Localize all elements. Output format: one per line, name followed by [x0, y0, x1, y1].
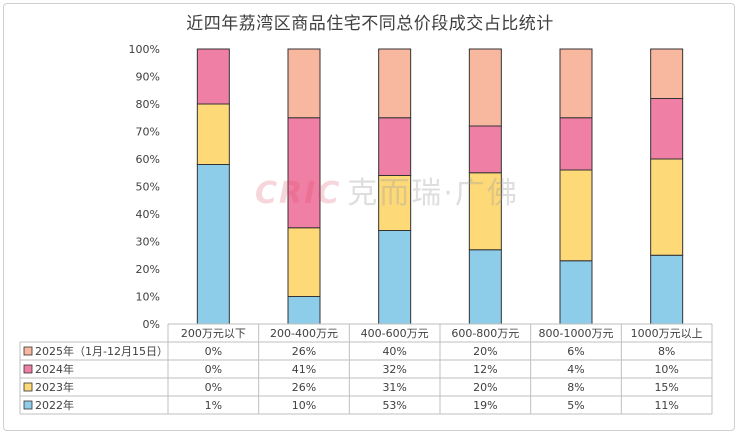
- table-cell: 15%: [654, 381, 678, 394]
- table-cell: 31%: [382, 381, 406, 394]
- chart-frame: [3, 3, 735, 431]
- bar-segment: [468, 172, 502, 251]
- x-tick-label: 200万元以下: [181, 327, 246, 340]
- table-cell: 26%: [292, 381, 316, 394]
- bar-segment: [559, 169, 593, 262]
- bar-segment: [468, 249, 502, 325]
- bar-segment: [287, 117, 321, 229]
- bar-segment: [650, 254, 684, 325]
- y-tick-label: 10%: [136, 291, 160, 304]
- table-cell: 12%: [473, 363, 497, 376]
- table-cell: 20%: [473, 345, 497, 358]
- bar-segment: [196, 103, 230, 165]
- bar-segment: [468, 48, 502, 127]
- table-cell: 26%: [292, 345, 316, 358]
- bar-segment: [559, 260, 593, 325]
- table-cell: 1%: [205, 399, 222, 412]
- y-tick-label: 40%: [136, 208, 160, 221]
- table-cell: 6%: [567, 345, 584, 358]
- bar-segment: [287, 296, 321, 325]
- x-tick-label: 400-600万元: [361, 327, 429, 340]
- bar-segment: [287, 48, 321, 119]
- bar-segment: [378, 48, 412, 119]
- legend-swatch: [23, 400, 33, 410]
- table-cell: 41%: [292, 363, 316, 376]
- table-cell: 20%: [473, 381, 497, 394]
- bar-segment: [287, 227, 321, 297]
- y-tick-label: 0%: [143, 318, 160, 331]
- y-tick-label: 60%: [136, 153, 160, 166]
- bar-segment: [650, 158, 684, 256]
- y-tick-label: 100%: [129, 43, 160, 56]
- watermark: CRIC 克而瑞·广佛: [255, 168, 519, 212]
- table-cell: 19%: [473, 399, 497, 412]
- table-cell: 8%: [658, 345, 675, 358]
- table-cell: 0%: [205, 345, 222, 358]
- bar-segment: [559, 48, 593, 119]
- table-cell: 10%: [292, 399, 316, 412]
- bar-segment: [559, 117, 593, 171]
- table-cell: 53%: [382, 399, 406, 412]
- y-tick-label: 90%: [136, 71, 160, 84]
- bar-segment: [650, 48, 684, 99]
- table-cell: 0%: [205, 381, 222, 394]
- y-tick-label: 30%: [136, 236, 160, 249]
- chart-title: 近四年荔湾区商品住宅不同总价段成交占比统计: [186, 14, 554, 34]
- legend-label: 2025年（1月-12月15日）: [35, 344, 168, 358]
- x-tick-label: 200-400万元: [270, 327, 338, 340]
- bar-segment: [196, 48, 230, 105]
- bar-segment: [468, 125, 502, 174]
- y-tick-label: 80%: [136, 98, 160, 111]
- table-cell: 11%: [654, 399, 678, 412]
- table-cell: 0%: [205, 363, 222, 376]
- legend-label: 2022年: [35, 398, 74, 412]
- table-cell: 32%: [382, 363, 406, 376]
- bar-segment: [378, 117, 412, 176]
- legend-label: 2023年: [35, 380, 74, 394]
- legend-label: 2024年: [35, 362, 74, 376]
- legend-swatch: [23, 364, 33, 374]
- table-cell: 4%: [567, 363, 584, 376]
- x-tick-label: 800-1000万元: [539, 327, 614, 340]
- legend-swatch: [23, 346, 33, 356]
- legend-swatch: [23, 382, 33, 392]
- y-tick-label: 70%: [136, 126, 160, 139]
- y-tick-label: 20%: [136, 263, 160, 276]
- x-tick-label: 1000万元以上: [631, 327, 703, 340]
- watermark-latin: CRIC: [255, 176, 342, 211]
- table-cell: 8%: [567, 381, 584, 394]
- bar-segment: [196, 164, 230, 325]
- bar-segment: [378, 230, 412, 325]
- y-tick-label: 50%: [136, 181, 160, 194]
- table-cell: 5%: [567, 399, 584, 412]
- table-cell: 10%: [654, 363, 678, 376]
- x-tick-label: 600-800万元: [451, 327, 519, 340]
- watermark-chinese: 克而瑞·广佛: [347, 176, 519, 211]
- table-cell: 40%: [382, 345, 406, 358]
- bar-segment: [650, 98, 684, 160]
